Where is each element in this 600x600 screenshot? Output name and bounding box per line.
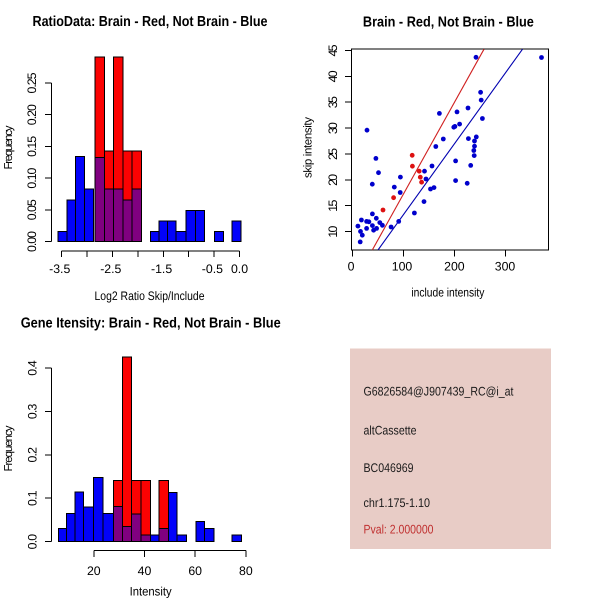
svg-text:200: 200	[444, 260, 465, 274]
svg-text:20: 20	[87, 564, 101, 578]
svg-text:Brain - Red, Not Brain - Blue: Brain - Red, Not Brain - Blue	[363, 15, 534, 31]
svg-text:0: 0	[348, 260, 355, 274]
svg-text:45: 45	[326, 44, 340, 56]
svg-text:Pval: 2.000000: Pval: 2.000000	[364, 523, 434, 537]
svg-text:0.3: 0.3	[26, 403, 40, 419]
svg-text:0.4: 0.4	[26, 360, 40, 376]
svg-text:0.1: 0.1	[26, 490, 40, 506]
svg-text:-3.5: -3.5	[49, 262, 70, 276]
svg-text:chr1.175-1.10: chr1.175-1.10	[364, 496, 431, 510]
svg-text:Log2 Ratio Skip/Include: Log2 Ratio Skip/Include	[95, 289, 205, 303]
svg-text:0.25: 0.25	[25, 72, 39, 93]
svg-text:skip intensity: skip intensity	[303, 117, 315, 178]
svg-text:0.15: 0.15	[25, 136, 39, 157]
svg-text:-1.5: -1.5	[151, 262, 172, 276]
svg-text:30: 30	[326, 122, 340, 134]
svg-text:0.0: 0.0	[231, 262, 248, 276]
svg-text:35: 35	[326, 96, 340, 108]
svg-text:0.0: 0.0	[26, 534, 40, 550]
svg-text:-0.5: -0.5	[202, 262, 223, 276]
svg-text:Gene Itensity: Brain - Red, No: Gene Itensity: Brain - Red, Not Brain - …	[21, 316, 281, 332]
svg-text:0.2: 0.2	[26, 447, 40, 463]
svg-text:40: 40	[326, 70, 340, 82]
svg-text:80: 80	[239, 564, 253, 578]
svg-text:Frequency: Frequency	[3, 125, 15, 169]
svg-text:60: 60	[188, 564, 202, 578]
svg-text:15: 15	[326, 200, 340, 212]
svg-text:-2.5: -2.5	[100, 262, 121, 276]
svg-text:include intensity: include intensity	[411, 286, 485, 300]
svg-text:0.05: 0.05	[25, 199, 39, 220]
svg-text:10: 10	[326, 225, 340, 237]
svg-text:altCassette: altCassette	[364, 423, 417, 437]
svg-text:0.20: 0.20	[25, 104, 39, 125]
svg-text:40: 40	[138, 564, 152, 578]
svg-text:Intensity: Intensity	[130, 585, 173, 599]
svg-text:100: 100	[392, 260, 413, 274]
svg-text:0.00: 0.00	[25, 231, 39, 252]
svg-text:300: 300	[495, 260, 516, 274]
svg-text:20: 20	[326, 174, 340, 186]
svg-text:25: 25	[326, 148, 340, 160]
svg-text:Frequency: Frequency	[3, 425, 15, 471]
svg-text:RatioData: Brain - Red, Not Br: RatioData: Brain - Red, Not Brain - Blue	[33, 14, 268, 30]
svg-text:BC046969: BC046969	[364, 461, 414, 475]
svg-text:G6826584@J907439_RC@i_at: G6826584@J907439_RC@i_at	[364, 385, 514, 399]
svg-text:0.10: 0.10	[25, 167, 39, 188]
